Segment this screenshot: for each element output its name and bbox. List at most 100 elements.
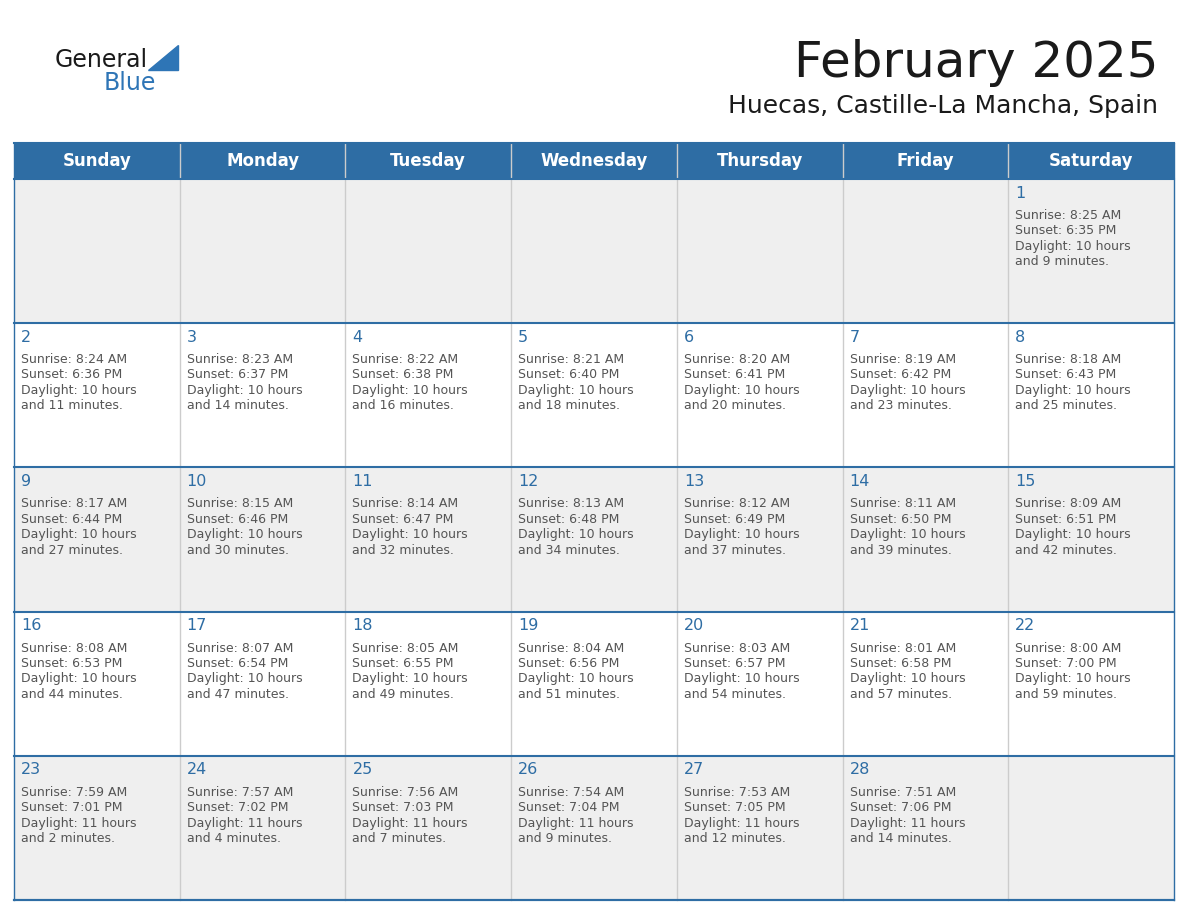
Text: Wednesday: Wednesday [541,152,647,170]
Text: Sunrise: 8:18 AM: Sunrise: 8:18 AM [1016,353,1121,366]
Text: 9: 9 [21,474,31,489]
Text: and 14 minutes.: and 14 minutes. [187,399,289,412]
Text: 15: 15 [1016,474,1036,489]
Text: and 11 minutes.: and 11 minutes. [21,399,122,412]
Text: Sunset: 6:43 PM: Sunset: 6:43 PM [1016,368,1117,382]
Text: and 9 minutes.: and 9 minutes. [1016,255,1110,268]
Text: Sunset: 6:42 PM: Sunset: 6:42 PM [849,368,950,382]
Text: Daylight: 10 hours: Daylight: 10 hours [353,528,468,541]
Text: Daylight: 10 hours: Daylight: 10 hours [1016,240,1131,252]
Text: Huecas, Castille-La Mancha, Spain: Huecas, Castille-La Mancha, Spain [728,94,1158,118]
Text: and 44 minutes.: and 44 minutes. [21,688,122,700]
Text: Sunset: 6:57 PM: Sunset: 6:57 PM [684,657,785,670]
Text: 17: 17 [187,618,207,633]
Text: Sunset: 7:03 PM: Sunset: 7:03 PM [353,801,454,814]
Text: 10: 10 [187,474,207,489]
Text: Sunrise: 8:17 AM: Sunrise: 8:17 AM [21,498,127,510]
Text: Sunrise: 8:14 AM: Sunrise: 8:14 AM [353,498,459,510]
Text: Daylight: 11 hours: Daylight: 11 hours [518,816,633,830]
Text: 16: 16 [21,618,42,633]
Text: Sunset: 6:41 PM: Sunset: 6:41 PM [684,368,785,382]
Bar [14,143,1174,179]
Text: Sunset: 7:06 PM: Sunset: 7:06 PM [849,801,952,814]
Text: Sunset: 6:54 PM: Sunset: 6:54 PM [187,657,287,670]
Text: and 59 minutes.: and 59 minutes. [1016,688,1117,700]
Text: Sunrise: 8:08 AM: Sunrise: 8:08 AM [21,642,127,655]
Bar [14,756,1174,900]
Text: and 9 minutes.: and 9 minutes. [518,832,612,845]
Text: Sunrise: 8:01 AM: Sunrise: 8:01 AM [849,642,956,655]
Text: Sunrise: 7:59 AM: Sunrise: 7:59 AM [21,786,127,799]
Text: Daylight: 10 hours: Daylight: 10 hours [518,384,633,397]
Text: Daylight: 10 hours: Daylight: 10 hours [187,528,302,541]
Text: Saturday: Saturday [1049,152,1133,170]
Text: February 2025: February 2025 [794,39,1158,87]
Text: Sunrise: 8:19 AM: Sunrise: 8:19 AM [849,353,955,366]
Text: Sunday: Sunday [63,152,132,170]
Text: Sunset: 7:01 PM: Sunset: 7:01 PM [21,801,122,814]
Text: Sunrise: 8:03 AM: Sunrise: 8:03 AM [684,642,790,655]
Text: and 12 minutes.: and 12 minutes. [684,832,785,845]
Text: Sunrise: 8:23 AM: Sunrise: 8:23 AM [187,353,292,366]
Text: Sunset: 6:40 PM: Sunset: 6:40 PM [518,368,619,382]
Text: Daylight: 10 hours: Daylight: 10 hours [187,672,302,686]
Text: and 14 minutes.: and 14 minutes. [849,832,952,845]
Text: Sunrise: 7:54 AM: Sunrise: 7:54 AM [518,786,625,799]
Text: Daylight: 10 hours: Daylight: 10 hours [684,384,800,397]
Text: Sunrise: 8:15 AM: Sunrise: 8:15 AM [187,498,293,510]
Text: Tuesday: Tuesday [391,152,466,170]
Text: Sunrise: 8:09 AM: Sunrise: 8:09 AM [1016,498,1121,510]
Text: Sunrise: 8:00 AM: Sunrise: 8:00 AM [1016,642,1121,655]
Text: and 32 minutes.: and 32 minutes. [353,543,454,556]
Text: 21: 21 [849,618,870,633]
Text: and 27 minutes.: and 27 minutes. [21,543,124,556]
Text: and 39 minutes.: and 39 minutes. [849,543,952,556]
Text: 5: 5 [518,330,529,344]
Text: Sunrise: 7:57 AM: Sunrise: 7:57 AM [187,786,293,799]
Text: Sunset: 6:53 PM: Sunset: 6:53 PM [21,657,122,670]
Text: and 16 minutes.: and 16 minutes. [353,399,454,412]
Text: Sunrise: 7:56 AM: Sunrise: 7:56 AM [353,786,459,799]
Text: 19: 19 [518,618,538,633]
Text: Daylight: 10 hours: Daylight: 10 hours [1016,528,1131,541]
Text: 13: 13 [684,474,704,489]
Text: 2: 2 [21,330,31,344]
Text: 27: 27 [684,762,704,778]
Text: Sunset: 6:44 PM: Sunset: 6:44 PM [21,512,122,526]
Text: Daylight: 11 hours: Daylight: 11 hours [684,816,800,830]
Text: 25: 25 [353,762,373,778]
Text: Sunset: 6:48 PM: Sunset: 6:48 PM [518,512,619,526]
Bar [14,179,1174,323]
Text: Daylight: 10 hours: Daylight: 10 hours [353,672,468,686]
Text: and 20 minutes.: and 20 minutes. [684,399,785,412]
Text: and 34 minutes.: and 34 minutes. [518,543,620,556]
Text: and 2 minutes.: and 2 minutes. [21,832,115,845]
Text: Daylight: 10 hours: Daylight: 10 hours [849,384,965,397]
Text: Sunrise: 8:21 AM: Sunrise: 8:21 AM [518,353,624,366]
Bar [14,467,1174,611]
Text: General: General [55,48,148,72]
Text: Sunrise: 8:12 AM: Sunrise: 8:12 AM [684,498,790,510]
Text: Daylight: 10 hours: Daylight: 10 hours [21,384,137,397]
Text: 18: 18 [353,618,373,633]
Text: Sunset: 6:38 PM: Sunset: 6:38 PM [353,368,454,382]
Text: Daylight: 11 hours: Daylight: 11 hours [21,816,137,830]
Text: Daylight: 11 hours: Daylight: 11 hours [353,816,468,830]
Text: and 25 minutes.: and 25 minutes. [1016,399,1117,412]
Text: Daylight: 10 hours: Daylight: 10 hours [518,672,633,686]
Text: 6: 6 [684,330,694,344]
Text: 24: 24 [187,762,207,778]
Text: and 7 minutes.: and 7 minutes. [353,832,447,845]
Bar [14,323,1174,467]
Text: 8: 8 [1016,330,1025,344]
Text: Sunset: 6:35 PM: Sunset: 6:35 PM [1016,224,1117,237]
Text: Monday: Monday [226,152,299,170]
Text: 7: 7 [849,330,860,344]
Text: Sunset: 6:47 PM: Sunset: 6:47 PM [353,512,454,526]
Text: and 49 minutes.: and 49 minutes. [353,688,454,700]
Text: and 57 minutes.: and 57 minutes. [849,688,952,700]
Text: Blue: Blue [105,71,157,95]
Text: Sunset: 7:00 PM: Sunset: 7:00 PM [1016,657,1117,670]
Text: Daylight: 11 hours: Daylight: 11 hours [849,816,965,830]
Text: Sunset: 6:49 PM: Sunset: 6:49 PM [684,512,785,526]
